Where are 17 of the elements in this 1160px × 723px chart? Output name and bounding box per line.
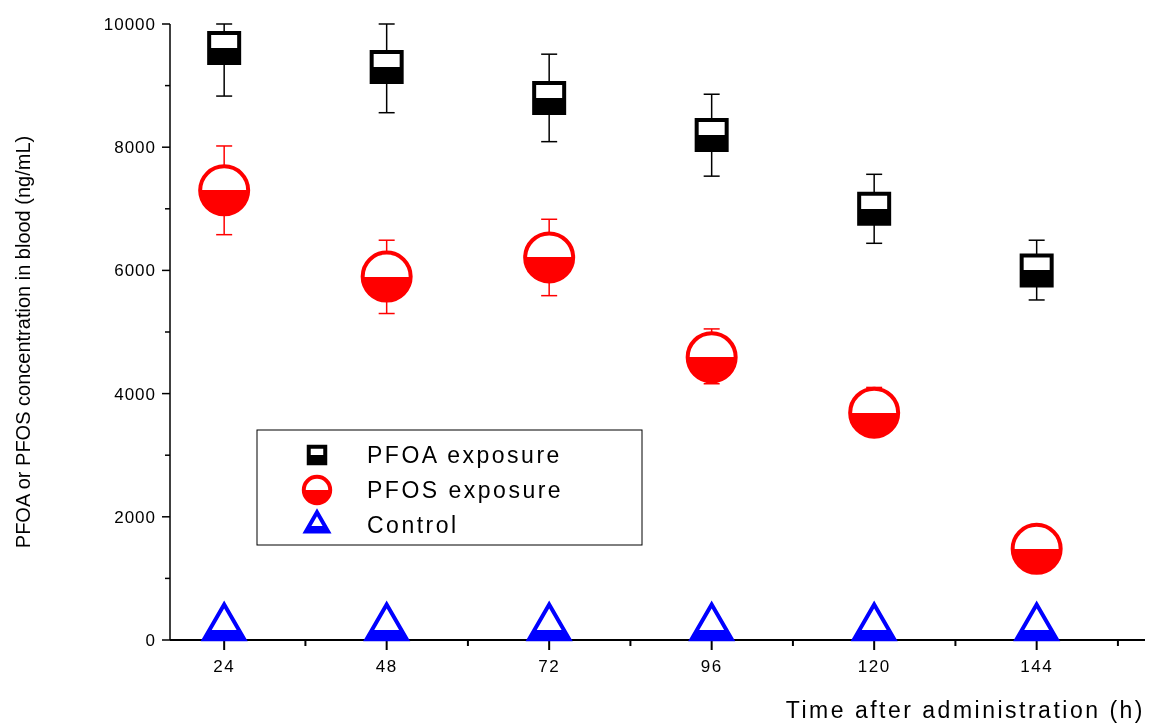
legend-label: PFOS exposure <box>367 477 564 504</box>
x-tick-label: 72 <box>538 657 561 676</box>
y-tick-label: 8000 <box>114 138 156 158</box>
x-axis-title: Time after administration (h) <box>785 697 1145 723</box>
y-tick-label: 2000 <box>114 507 156 527</box>
legend-label: PFOA exposure <box>367 442 562 469</box>
y-tick-label: 6000 <box>114 261 156 281</box>
x-tick-label: 120 <box>857 657 891 676</box>
x-tick-label: 48 <box>375 657 398 676</box>
y-tick-label: 10000 <box>103 14 156 34</box>
x-tick-label: 144 <box>1020 657 1054 676</box>
legend-label: Control <box>367 512 459 539</box>
y-tick-label: 4000 <box>114 384 156 404</box>
y-axis-title: PFOA or PFOS concentration in blood (ng/mL) <box>12 135 34 549</box>
x-tick-label: 24 <box>213 657 236 676</box>
x-tick-label: 96 <box>700 657 723 676</box>
y-tick-label: 0 <box>145 630 156 650</box>
